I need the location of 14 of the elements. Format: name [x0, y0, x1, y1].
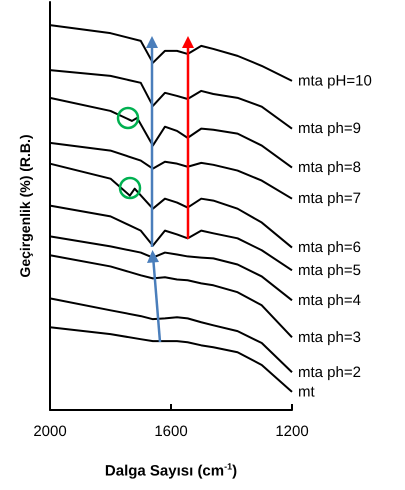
series-label: mta ph=4: [298, 292, 361, 309]
series-label: mt: [298, 383, 316, 400]
series-label: mta ph=5: [298, 262, 361, 279]
x-tick-label: 2000: [33, 423, 67, 440]
x-tick-label: 1200: [275, 423, 309, 440]
series-label: mta ph=8: [298, 159, 361, 176]
series-label: mta ph=3: [298, 328, 361, 346]
series-label: mta pH=10: [298, 72, 372, 90]
x-tick-label: 1600: [154, 423, 188, 440]
series-label: mta ph=9: [298, 120, 361, 138]
series-label: mta ph=2: [298, 364, 361, 381]
series-label: mta ph=6: [298, 239, 361, 256]
y-axis-title: Geçirgenlik (%) (R.B.): [17, 134, 33, 278]
series-label: mta ph=7: [298, 190, 361, 208]
